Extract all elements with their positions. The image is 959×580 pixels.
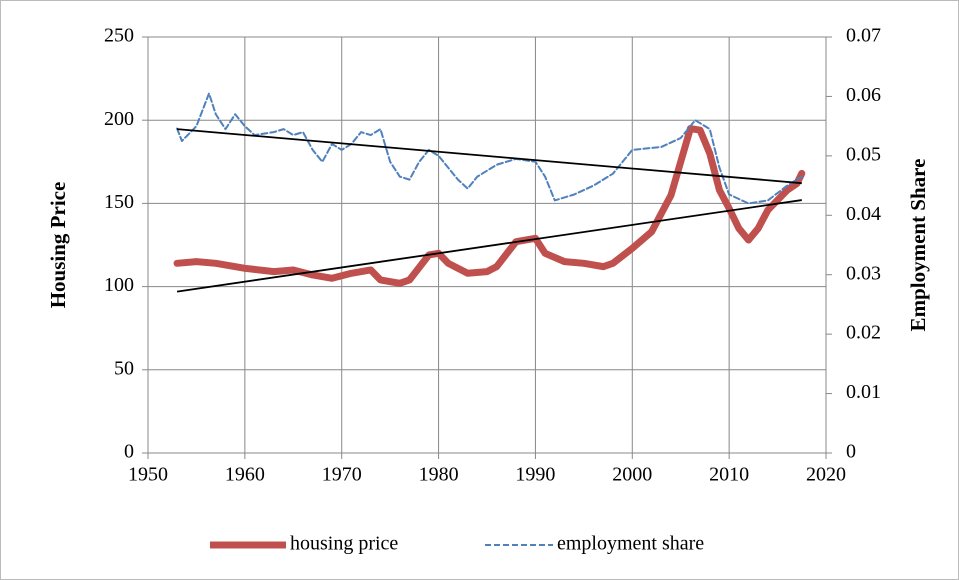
y2-tick-label: 0 [846,441,856,463]
x-tick-label: 1950 [128,464,168,486]
y2-tick-label: 0.01 [846,381,881,403]
line-series [176,92,803,205]
y2-axis-title: Employment Share [906,159,930,332]
y-tick-label: 250 [104,25,134,47]
legend-label: housing price [290,533,398,555]
x-tick-label: 2010 [709,464,749,486]
y-tick-label: 50 [114,357,134,379]
y2-tick-label: 0.02 [846,322,881,344]
line-series [173,125,806,287]
y-tick-label: 0 [124,441,134,463]
y-tick-label: 100 [104,274,134,296]
trend-line [176,199,802,293]
y2-tick-label: 0.03 [846,262,881,284]
y2-tick-label: 0.05 [846,143,881,165]
x-tick-label: 1970 [322,464,362,486]
y2-tick-label: 0.06 [846,84,881,106]
plot-border [147,36,827,454]
y-tick-label: 150 [104,191,134,213]
x-tick-label: 1990 [515,464,555,486]
trend-line [176,128,802,185]
x-tick-label: 2020 [806,464,846,486]
y-tick-label: 200 [104,108,134,130]
x-tick-label: 2000 [612,464,652,486]
y2-tick-label: 0.04 [846,203,881,225]
y-axis-title: Housing Price [46,182,70,309]
y2-tick-label: 0.07 [846,25,881,47]
x-tick-label: 1960 [225,464,265,486]
legend-label: employment share [557,533,704,555]
x-tick-label: 1980 [419,464,459,486]
